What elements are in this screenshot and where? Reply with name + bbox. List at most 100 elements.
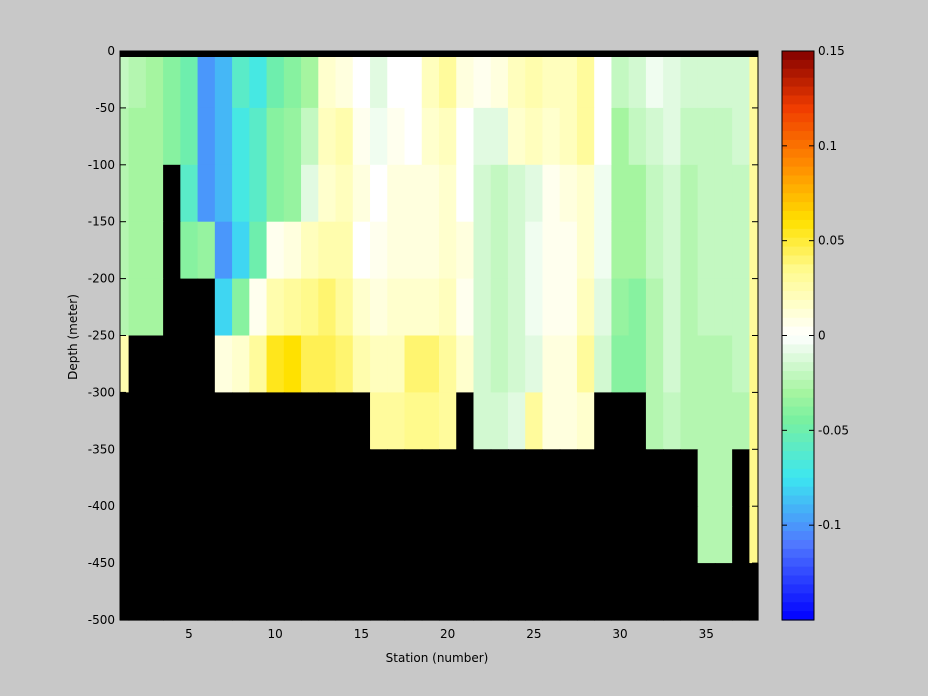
heatmap-cell [628, 51, 647, 109]
heatmap-cell [663, 335, 681, 393]
heatmap-cell [214, 392, 233, 450]
colorbar-segment [782, 77, 814, 88]
x-tick-label: 15 [354, 627, 369, 641]
heatmap-cell [576, 392, 595, 450]
heatmap-cell [249, 51, 268, 109]
heatmap-cell [145, 449, 164, 507]
heatmap-cell [249, 335, 268, 393]
heatmap-cell [197, 164, 216, 223]
colorbar-segment [782, 68, 814, 79]
heatmap-cell [197, 221, 216, 280]
heatmap-cell [525, 164, 544, 223]
y-tick-label: -450 [88, 556, 115, 570]
heatmap-cell [180, 506, 199, 564]
heatmap-cell [473, 392, 492, 450]
heatmap-cell [249, 278, 268, 337]
heatmap-cell [663, 51, 681, 109]
heatmap-cell [421, 221, 440, 280]
heatmap-cell [318, 335, 337, 393]
heatmap-cell [145, 51, 164, 109]
heatmap-cell [732, 278, 750, 337]
heatmap-cell [542, 51, 561, 109]
heatmap-cell [732, 563, 750, 621]
colorbar-segment [782, 228, 814, 239]
heatmap-cell [232, 563, 250, 621]
heatmap-cell [611, 51, 630, 109]
heatmap-cell [180, 278, 199, 337]
heatmap-cell [525, 107, 544, 166]
heatmap-cell [680, 107, 699, 166]
colorbar-segment [782, 406, 814, 417]
heatmap-cell [680, 164, 699, 223]
heatmap-cell [542, 164, 561, 223]
heatmap-cell [456, 107, 475, 166]
heatmap-cell [576, 278, 595, 337]
colorbar-segment [782, 593, 814, 603]
heatmap-cell [404, 449, 423, 507]
colorbar-segment [782, 166, 814, 177]
heatmap-cell [714, 107, 733, 166]
colorbar-segment [782, 602, 814, 612]
heatmap-cell [197, 506, 216, 564]
heatmap-cell [697, 164, 716, 223]
heatmap-cell [473, 506, 492, 564]
heatmap-cell [525, 335, 544, 393]
colorbar-segment [782, 246, 814, 257]
heatmap-cell [266, 563, 285, 621]
heatmap-cell [663, 221, 681, 280]
heatmap-cell [697, 335, 716, 393]
heatmap-cell [232, 392, 250, 450]
heatmap-cell [335, 563, 354, 621]
heatmap-cell [645, 449, 664, 507]
heatmap-cell [120, 278, 130, 337]
heatmap-cell [163, 107, 181, 166]
heatmap-cell [283, 506, 302, 564]
heatmap-cell [266, 221, 285, 280]
heatmap-cell [128, 164, 147, 223]
colorbar-segment [782, 335, 814, 345]
heatmap-cell [163, 506, 181, 564]
heatmap-cell [714, 335, 733, 393]
colorbar-segment [782, 51, 814, 61]
heatmap-cell [301, 392, 319, 450]
heatmap-cell [421, 51, 440, 109]
colorbar-segment [782, 371, 814, 381]
colorbar-segment [782, 157, 814, 168]
heatmap-cell [370, 221, 388, 280]
heatmap-cell [370, 563, 388, 621]
heatmap-cell [645, 221, 664, 280]
heatmap-cell [714, 449, 733, 507]
heatmap-cell [732, 506, 750, 564]
heatmap-cell [128, 278, 147, 337]
heatmap-cell [594, 278, 613, 337]
heatmap-cell [249, 164, 268, 223]
x-tick-label: 30 [612, 627, 627, 641]
heatmap-cell [697, 392, 716, 450]
heatmap-cell [387, 335, 406, 393]
heatmap-cell [507, 506, 526, 564]
heatmap-cell [507, 51, 526, 109]
colorbar-segment [782, 495, 814, 506]
heatmap-cell [439, 107, 457, 166]
heatmap-cell [559, 221, 578, 280]
heatmap-cell [663, 278, 681, 337]
heatmap-cell [335, 164, 354, 223]
heatmap-cell [732, 107, 750, 166]
heatmap-cells [120, 51, 759, 621]
heatmap-cell [197, 107, 216, 166]
heatmap-cell [387, 51, 406, 109]
heatmap-cell [507, 107, 526, 166]
heatmap-cell [249, 449, 268, 507]
heatmap-cell [232, 449, 250, 507]
heatmap-cell [628, 563, 647, 621]
heatmap-cell [576, 51, 595, 109]
heatmap-cell [559, 392, 578, 450]
heatmap-cell [456, 278, 475, 337]
heatmap-cell [283, 335, 302, 393]
heatmap-cell [611, 107, 630, 166]
x-axis-ticks: 5 10 15 20 25 30 35 [185, 51, 714, 641]
heatmap-cell [732, 221, 750, 280]
heatmap-cell [232, 335, 250, 393]
heatmap-cell [128, 51, 147, 109]
